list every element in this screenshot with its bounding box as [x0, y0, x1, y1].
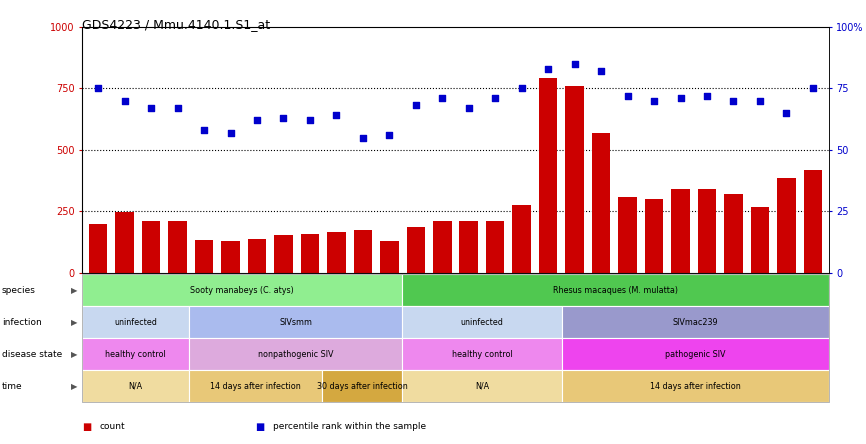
Bar: [460, 221, 478, 273]
Point: [727, 97, 740, 104]
Point: [488, 95, 502, 102]
Text: ▶: ▶: [71, 382, 78, 391]
Text: Sooty manabeys (C. atys): Sooty manabeys (C. atys): [191, 286, 294, 295]
Text: healthy control: healthy control: [452, 350, 513, 359]
Bar: [248, 238, 266, 273]
Bar: [751, 206, 769, 273]
Text: pathogenic SIV: pathogenic SIV: [665, 350, 726, 359]
Text: ■: ■: [82, 422, 92, 432]
Text: ▶: ▶: [71, 318, 78, 327]
Bar: [724, 194, 743, 273]
Point: [383, 131, 397, 139]
Point: [621, 92, 635, 99]
Bar: [406, 227, 425, 273]
Bar: [539, 79, 558, 273]
Point: [436, 95, 449, 102]
Point: [674, 95, 688, 102]
Point: [806, 85, 820, 92]
Bar: [353, 230, 372, 273]
Text: nonpathogenic SIV: nonpathogenic SIV: [258, 350, 333, 359]
Point: [329, 112, 343, 119]
Bar: [513, 205, 531, 273]
Text: species: species: [2, 286, 36, 295]
Text: ▶: ▶: [71, 286, 78, 295]
Text: ■: ■: [255, 422, 265, 432]
Bar: [301, 234, 320, 273]
Text: uninfected: uninfected: [114, 318, 157, 327]
Text: N/A: N/A: [475, 382, 489, 391]
Text: time: time: [2, 382, 23, 391]
Point: [541, 65, 555, 72]
Text: 30 days after infection: 30 days after infection: [317, 382, 408, 391]
Bar: [380, 241, 398, 273]
Text: 14 days after infection: 14 days after infection: [210, 382, 301, 391]
Text: percentile rank within the sample: percentile rank within the sample: [273, 422, 426, 431]
Point: [568, 60, 582, 67]
Bar: [565, 86, 584, 273]
Point: [276, 114, 290, 121]
Bar: [115, 212, 134, 273]
Point: [171, 104, 184, 111]
Text: count: count: [100, 422, 126, 431]
Point: [144, 104, 158, 111]
Bar: [777, 178, 796, 273]
Point: [700, 92, 714, 99]
Bar: [671, 189, 690, 273]
Bar: [168, 221, 187, 273]
Bar: [804, 170, 822, 273]
Bar: [275, 235, 293, 273]
Text: Rhesus macaques (M. mulatta): Rhesus macaques (M. mulatta): [553, 286, 678, 295]
Text: healthy control: healthy control: [105, 350, 166, 359]
Bar: [221, 241, 240, 273]
Point: [118, 97, 132, 104]
Point: [779, 109, 793, 116]
Point: [197, 127, 211, 134]
Text: infection: infection: [2, 318, 42, 327]
Text: SIVmac239: SIVmac239: [673, 318, 718, 327]
Bar: [591, 133, 611, 273]
Point: [647, 97, 661, 104]
Bar: [142, 221, 160, 273]
Bar: [89, 224, 107, 273]
Point: [91, 85, 105, 92]
Bar: [486, 221, 505, 273]
Point: [462, 104, 475, 111]
Text: GDS4223 / Mmu.4140.1.S1_at: GDS4223 / Mmu.4140.1.S1_at: [82, 18, 270, 31]
Bar: [327, 232, 346, 273]
Text: N/A: N/A: [128, 382, 143, 391]
Point: [594, 67, 608, 75]
Bar: [698, 189, 716, 273]
Point: [303, 117, 317, 124]
Text: 14 days after infection: 14 days after infection: [650, 382, 740, 391]
Text: disease state: disease state: [2, 350, 62, 359]
Bar: [618, 197, 637, 273]
Bar: [433, 221, 451, 273]
Point: [223, 129, 237, 136]
Text: SIVsmm: SIVsmm: [279, 318, 312, 327]
Point: [514, 85, 528, 92]
Point: [409, 102, 423, 109]
Text: ▶: ▶: [71, 350, 78, 359]
Bar: [645, 199, 663, 273]
Point: [753, 97, 767, 104]
Text: uninfected: uninfected: [461, 318, 504, 327]
Bar: [195, 240, 213, 273]
Point: [356, 134, 370, 141]
Point: [250, 117, 264, 124]
